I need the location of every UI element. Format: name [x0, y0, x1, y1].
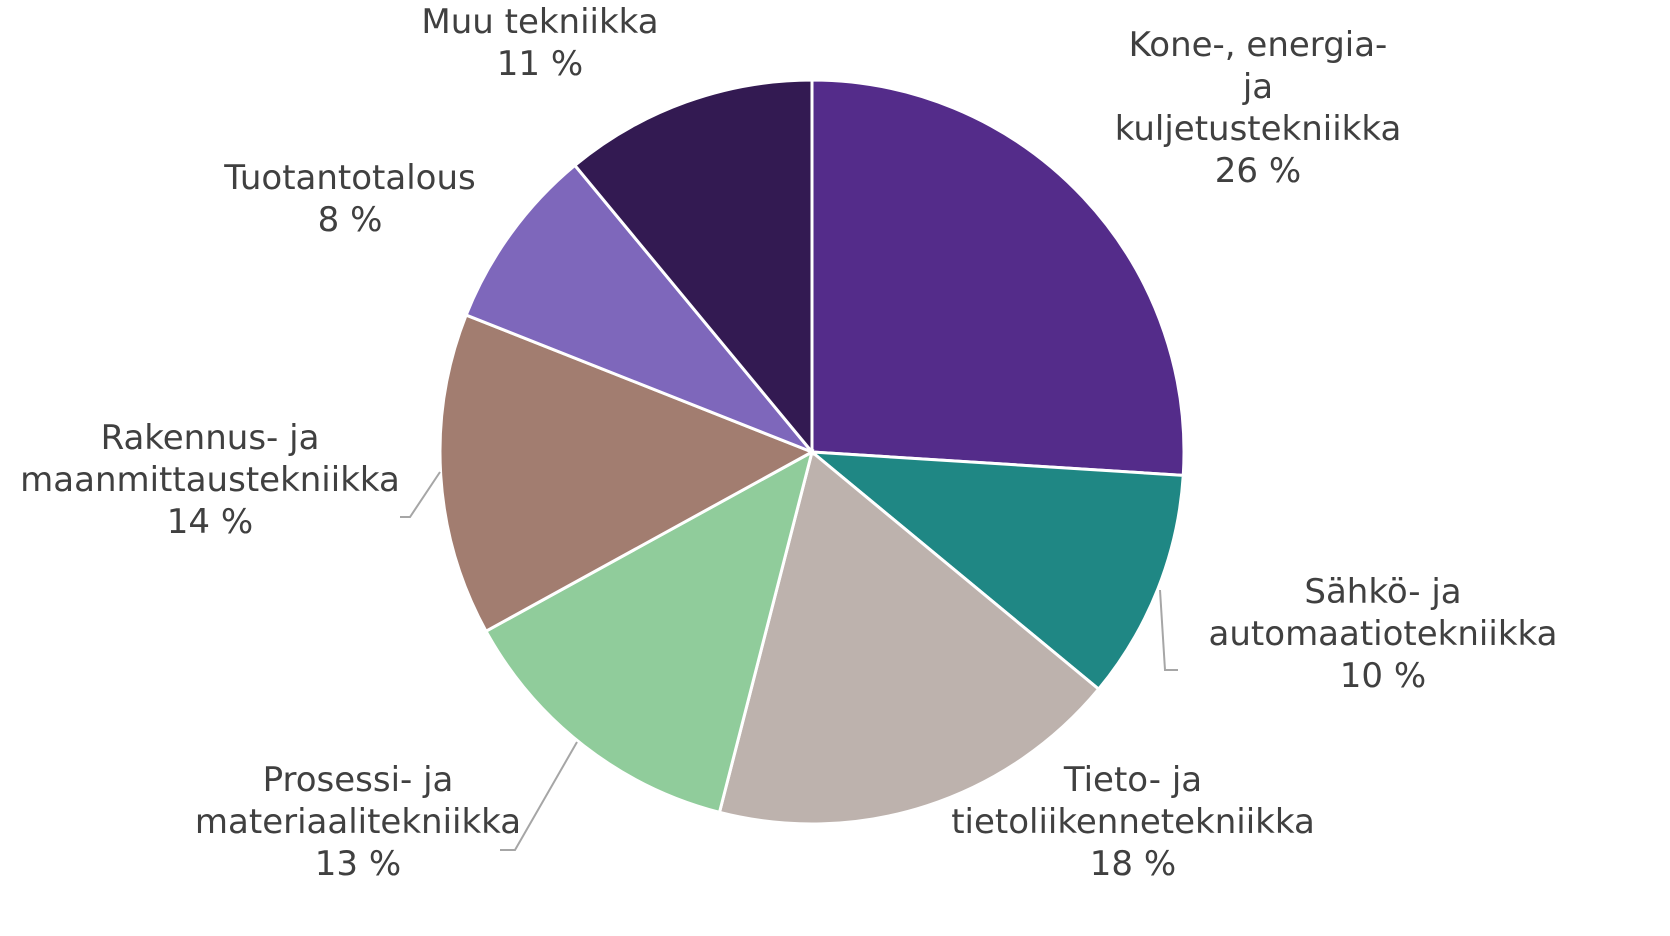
category-label: Tuotantotalous	[224, 158, 476, 198]
category-label: Kone-, energia- ja kuljetustekniikka	[1114, 25, 1402, 149]
category-label: Tieto- ja tietoliikennetekniikka	[951, 760, 1315, 842]
category-label: Rakennus- ja maanmittaustekniikka	[20, 418, 400, 500]
slice-label: Tieto- ja tietoliikennetekniikka 18 %	[923, 759, 1343, 885]
pie-slice	[438, 313, 816, 634]
pie-slice	[810, 78, 1186, 477]
slice-label: Muu tekniikka 11 %	[340, 1, 740, 85]
slice-label: Rakennus- ja maanmittaustekniikka 14 %	[0, 417, 420, 543]
pie-slice	[464, 163, 814, 454]
category-label: Prosessi- ja materiaalitekniikka	[194, 760, 522, 842]
value-label: 18 %	[1089, 844, 1177, 884]
slice-label: Tuotantotalous 8 %	[150, 157, 550, 241]
leader-line	[500, 741, 578, 851]
value-label: 13 %	[314, 844, 402, 884]
slice-label: Kone-, energia- ja kuljetustekniikka 26 %	[1109, 24, 1407, 192]
value-label: 8 %	[317, 200, 383, 240]
slice-label: Sähkö- ja automaatiotekniikka 10 %	[1193, 571, 1573, 697]
pie-slice	[807, 450, 1185, 692]
pie-slice	[717, 449, 1101, 826]
category-label: Sähkö- ja automaatiotekniikka	[1208, 572, 1558, 654]
category-label: Muu tekniikka	[421, 2, 659, 42]
value-label: 10 %	[1339, 656, 1427, 696]
value-label: 26 %	[1214, 151, 1302, 191]
slice-label: Prosessi- ja materiaalitekniikka 13 %	[168, 759, 548, 885]
leader-line	[1159, 589, 1178, 671]
value-label: 11 %	[496, 44, 584, 84]
pie-slice	[483, 449, 815, 815]
value-label: 14 %	[166, 502, 254, 542]
pie-slice	[572, 78, 814, 457]
leader-line	[400, 471, 441, 518]
